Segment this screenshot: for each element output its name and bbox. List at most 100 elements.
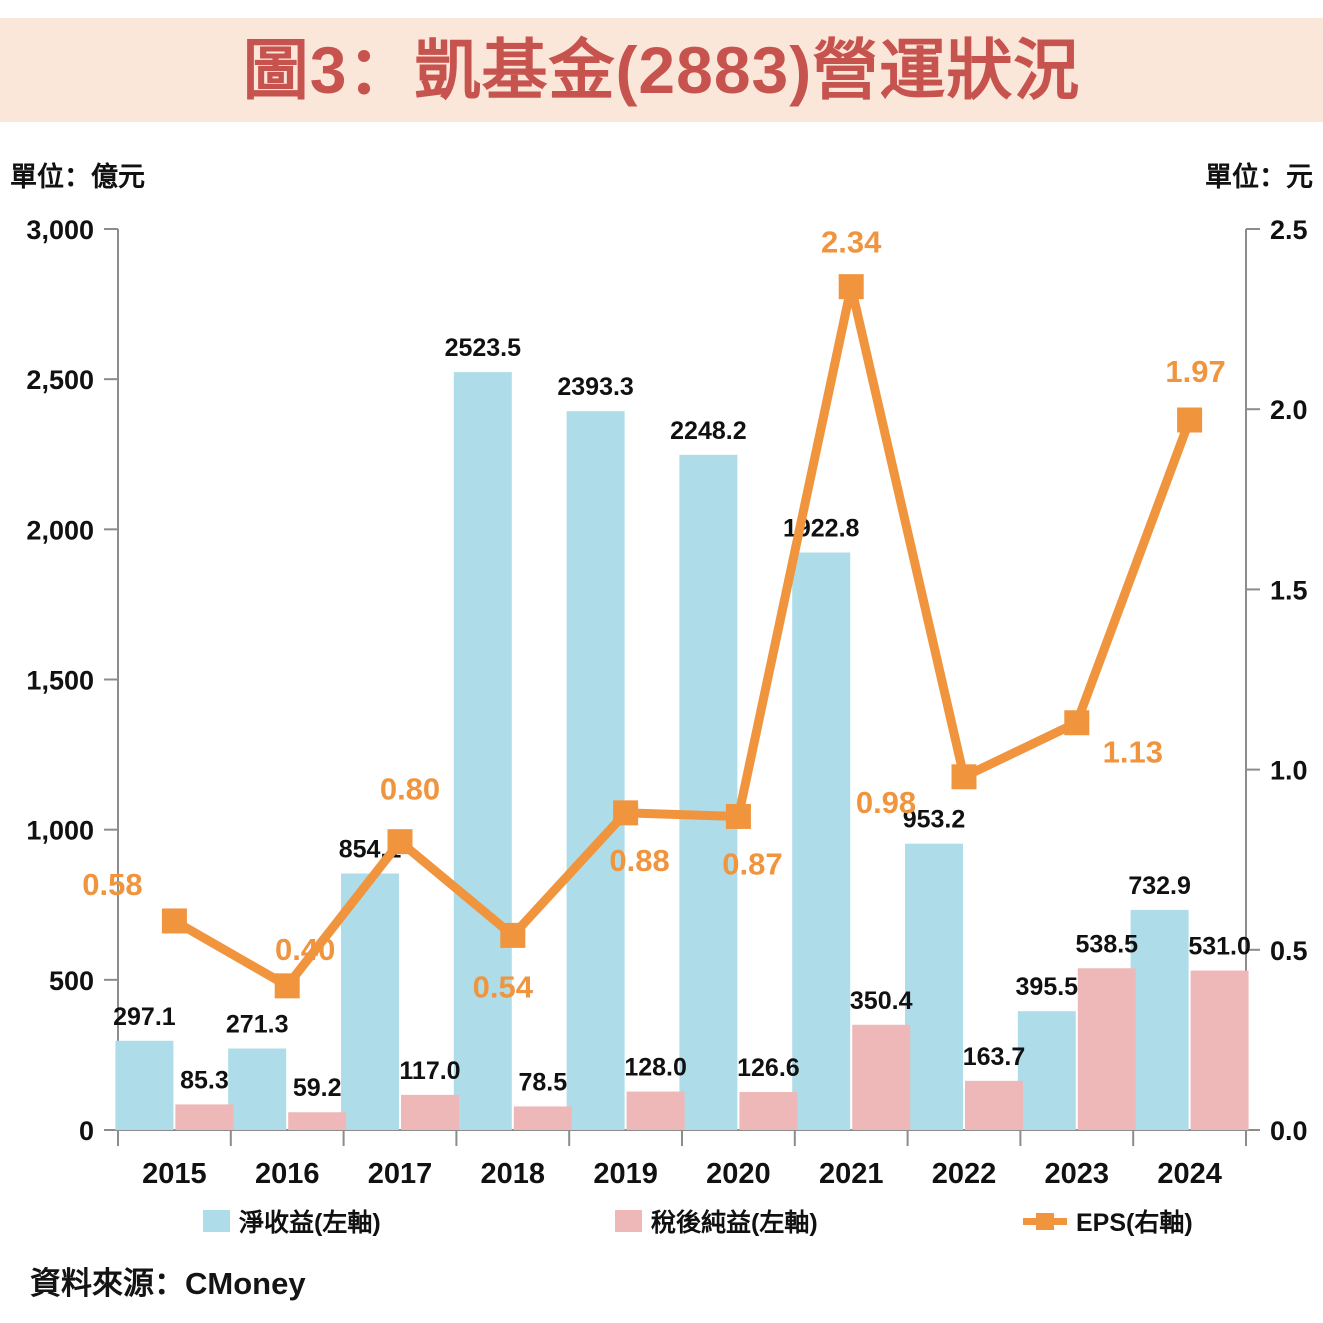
legend-item-net-profit[interactable]: 稅後純益(左軸) — [615, 1203, 818, 1239]
left-y-axis: 0 500 1,000 1,500 2,000 2,500 3,000 — [26, 215, 119, 1146]
bar-net-profit — [513, 1106, 572, 1130]
eps-line-series — [161, 274, 1203, 999]
bar-value-labels: 297.1 271.3854.12523.52393.32248.21922.89… — [113, 334, 1251, 1102]
bar-label-net-profit: 85.3 — [180, 1066, 229, 1094]
eps-marker — [725, 803, 751, 829]
right-axis-tick-label: 2.5 — [1270, 215, 1308, 245]
bar-net-revenue — [1017, 1011, 1076, 1130]
bar-net-profit — [401, 1094, 459, 1130]
left-axis-tick-label: 2,000 — [26, 515, 94, 545]
bar-label-net-profit: 126.6 — [737, 1054, 800, 1082]
eps-label: 0.88 — [609, 843, 669, 878]
bar-label-net-profit: 350.4 — [850, 987, 913, 1015]
net-revenue-bars — [115, 372, 1189, 1130]
page-title: 圖3：凱基金(2883)營運狀況 — [242, 33, 1081, 107]
bar-net-profit — [965, 1080, 1023, 1130]
bar-label-net-profit: 163.7 — [963, 1043, 1026, 1071]
right-axis-tick-label: 0.0 — [1270, 1116, 1308, 1146]
bar-net-revenue — [566, 411, 625, 1130]
x-axis-category-label: 2017 — [368, 1158, 433, 1190]
x-axis-category-label: 2020 — [706, 1158, 771, 1190]
eps-value-labels: 0.58 0.40 0.80 0.54 0.88 0.87 2.34 0.98 1.13 1.97 — [82, 225, 1226, 1005]
eps-marker — [613, 800, 639, 826]
eps-marker — [1177, 407, 1203, 433]
source-note: 資料來源：CMoney — [30, 1266, 306, 1301]
legend-marker-eps — [1023, 1210, 1067, 1232]
bar-net-revenue — [792, 552, 851, 1130]
left-axis-tick-label: 1,000 — [26, 816, 94, 846]
bar-net-revenue — [115, 1040, 174, 1130]
bar-net-revenue — [1130, 909, 1189, 1130]
bar-net-revenue — [228, 1048, 287, 1130]
legend-item-net-revenue[interactable]: 淨收益(左軸) — [203, 1203, 381, 1239]
eps-label: 1.97 — [1165, 354, 1225, 389]
eps-label: 0.80 — [380, 772, 440, 807]
bar-net-profit — [626, 1091, 685, 1130]
left-axis-unit-label: 單位：億元 — [10, 162, 145, 192]
right-axis-tick-label: 1.0 — [1270, 756, 1308, 786]
bar-label-net-revenue: 2393.3 — [557, 373, 633, 401]
bar-label-net-revenue: 2523.5 — [445, 334, 522, 362]
legend-swatch-net-revenue — [203, 1210, 230, 1232]
eps-label: 0.98 — [856, 785, 916, 820]
eps-marker — [500, 922, 526, 948]
bar-label-net-profit: 59.2 — [293, 1074, 342, 1102]
bar-net-profit — [739, 1091, 798, 1130]
x-axis: 2015 2016 2017 2018 2019 2020 2021 2022 2023 2024 — [117, 1129, 1247, 1190]
legend-label-net-profit: 稅後純益(左軸) — [651, 1209, 818, 1237]
bar-label-net-revenue: 271.3 — [226, 1011, 289, 1039]
legend-label-net-revenue: 淨收益(左軸) — [239, 1209, 381, 1237]
bar-label-net-revenue: 297.1 — [113, 1003, 176, 1031]
bar-label-net-profit: 538.5 — [1076, 930, 1139, 958]
legend-swatch-net-profit — [615, 1210, 642, 1232]
eps-label: 0.40 — [275, 932, 335, 967]
eps-marker — [387, 829, 413, 855]
bar-label-net-revenue: 732.9 — [1128, 872, 1191, 900]
x-axis-category-label: 2022 — [932, 1158, 997, 1190]
eps-marker — [838, 274, 864, 300]
bar-net-profit — [175, 1104, 234, 1130]
bar-net-revenue — [453, 372, 512, 1130]
eps-marker — [161, 908, 187, 934]
bar-label-net-profit: 128.0 — [624, 1054, 687, 1082]
eps-marker — [274, 973, 300, 999]
left-axis-tick-label: 0 — [79, 1116, 94, 1146]
eps-marker — [951, 764, 977, 790]
bar-label-net-profit: 78.5 — [518, 1068, 567, 1096]
bar-net-revenue — [341, 873, 399, 1130]
bar-net-profit — [288, 1112, 347, 1130]
left-axis-tick-label: 500 — [49, 966, 94, 996]
eps-label: 0.54 — [473, 969, 534, 1004]
bar-label-net-profit: 117.0 — [399, 1057, 460, 1085]
eps-label: 2.34 — [821, 225, 882, 260]
right-axis-unit-label: 單位：元 — [1205, 162, 1313, 192]
right-axis-tick-label: 0.5 — [1270, 936, 1308, 966]
bar-net-revenue — [905, 843, 963, 1130]
legend-label-eps: EPS(右軸) — [1076, 1209, 1193, 1237]
bar-net-revenue — [679, 454, 738, 1130]
eps-polyline — [169, 282, 1195, 991]
left-axis-tick-label: 3,000 — [26, 215, 94, 245]
legend-item-eps[interactable]: EPS(右軸) — [1023, 1203, 1193, 1239]
net-profit-bars — [175, 968, 1249, 1130]
bar-net-profit — [1190, 970, 1249, 1130]
right-y-axis: 0.0 0.5 1.0 1.5 2.0 2.5 — [1245, 215, 1308, 1146]
bar-net-profit — [1077, 968, 1136, 1130]
eps-label: 1.13 — [1103, 735, 1163, 770]
bar-label-net-revenue: 2248.2 — [670, 417, 746, 445]
left-axis-tick-label: 1,500 — [26, 666, 94, 696]
bar-label-net-revenue: 395.5 — [1016, 973, 1079, 1001]
eps-label: 0.58 — [82, 867, 142, 902]
x-axis-category-label: 2019 — [593, 1158, 658, 1190]
x-axis-category-label: 2021 — [819, 1158, 884, 1190]
x-axis-category-label: 2015 — [142, 1158, 207, 1190]
bar-label-net-profit: 531.0 — [1188, 933, 1251, 961]
x-axis-category-label: 2024 — [1157, 1158, 1222, 1190]
left-axis-tick-label: 2,500 — [26, 365, 94, 395]
bar-label-net-revenue: 953.2 — [903, 806, 966, 834]
x-axis-category-label: 2016 — [255, 1158, 320, 1190]
right-axis-tick-label: 2.0 — [1270, 395, 1308, 425]
x-axis-category-label: 2018 — [481, 1158, 546, 1190]
